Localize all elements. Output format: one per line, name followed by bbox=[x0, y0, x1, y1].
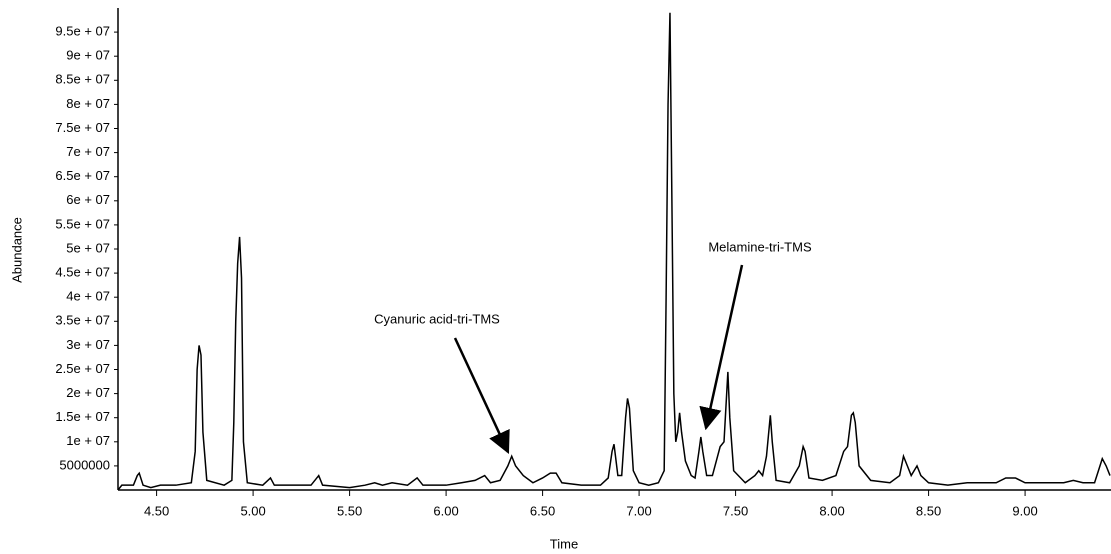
y-tick-label: 7e + 07 bbox=[66, 144, 110, 159]
y-tick-label: 5000000 bbox=[59, 457, 110, 472]
x-tick-label: 5.00 bbox=[240, 503, 265, 518]
annotation-arrow bbox=[699, 264, 744, 431]
x-tick-label: 6.50 bbox=[530, 503, 555, 518]
x-tick-label: 6.00 bbox=[433, 503, 458, 518]
x-tick-label: 7.00 bbox=[626, 503, 651, 518]
y-tick-label: 2e + 07 bbox=[66, 385, 110, 400]
y-tick-label: 8.5e + 07 bbox=[55, 72, 110, 87]
y-tick-label: 6e + 07 bbox=[66, 192, 110, 207]
y-tick-label: 2.5e + 07 bbox=[55, 361, 110, 376]
y-tick-label: 3e + 07 bbox=[66, 337, 110, 352]
y-tick-label: 5.5e + 07 bbox=[55, 216, 110, 231]
y-tick-label: 8e + 07 bbox=[66, 96, 110, 111]
annotation: Melamine-tri-TMS bbox=[708, 239, 812, 254]
x-axis-label: Time bbox=[550, 536, 578, 551]
x-tick-label: 5.50 bbox=[337, 503, 362, 518]
x-tick-label: 8.50 bbox=[916, 503, 941, 518]
y-axis-label: Abundance bbox=[9, 217, 24, 283]
data-line bbox=[118, 12, 1111, 491]
x-tick-label: 8.00 bbox=[819, 503, 844, 518]
y-tick-label: 6.5e + 07 bbox=[55, 168, 110, 183]
y-tick-label: 1.5e + 07 bbox=[55, 409, 110, 424]
y-tick-label: 9e + 07 bbox=[66, 48, 110, 63]
y-tick-label: 5e + 07 bbox=[66, 240, 110, 255]
x-tick-label: 7.50 bbox=[723, 503, 748, 518]
y-tick-label: 7.5e + 07 bbox=[55, 120, 110, 135]
x-tick-label: 9.00 bbox=[1012, 503, 1037, 518]
y-tick-label: 4.5e + 07 bbox=[55, 265, 110, 280]
y-tick-label: 1e + 07 bbox=[66, 433, 110, 448]
y-tick-label: 3.5e + 07 bbox=[55, 313, 110, 328]
y-tick-label: 9.5e + 07 bbox=[55, 24, 110, 39]
y-tick-label: 4e + 07 bbox=[66, 289, 110, 304]
annotation-arrow bbox=[453, 337, 510, 455]
annotation: Cyanuric acid-tri-TMS bbox=[374, 311, 500, 326]
x-tick-label: 4.50 bbox=[144, 503, 169, 518]
